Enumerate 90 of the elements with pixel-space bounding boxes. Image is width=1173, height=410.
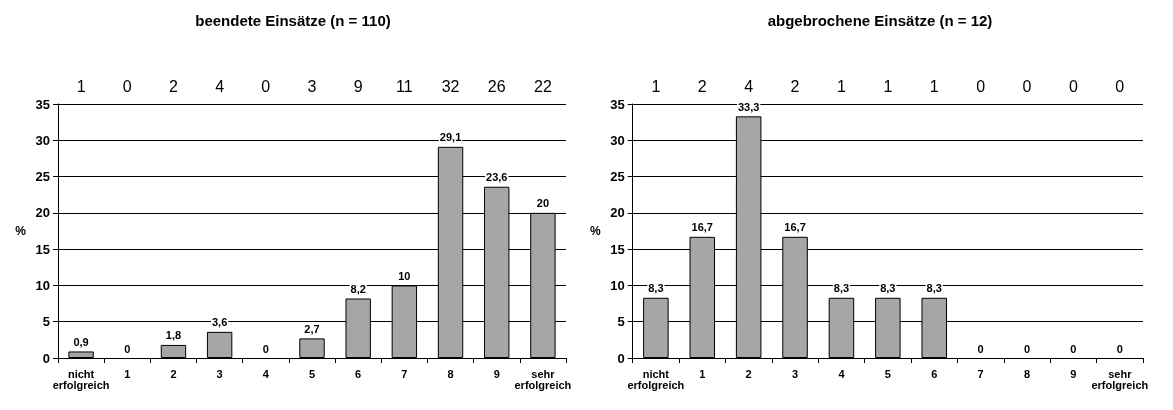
text: 1	[836, 77, 846, 95]
bar	[299, 338, 325, 358]
text: 2	[697, 77, 707, 95]
data-label: 8,2	[350, 282, 366, 295]
data-label: 16,7	[784, 221, 806, 234]
x-tick-label: sehr erfolgreich	[1091, 367, 1149, 391]
data-label: 10	[398, 269, 411, 282]
text: 2	[169, 77, 178, 95]
data-label: 23,6	[486, 171, 508, 184]
y-tick-label: 30	[610, 132, 625, 148]
chart-title: abgebrochene Einsätze (n = 12)	[767, 12, 993, 29]
data-label: 20	[536, 197, 550, 210]
x-tick-label: 7	[977, 367, 984, 380]
text: 9	[353, 77, 363, 95]
text: 11	[396, 77, 413, 95]
x-tick-label: 3	[216, 367, 223, 380]
x-tick-label: 1	[699, 367, 706, 380]
text: 0	[261, 77, 271, 95]
x-tick-label: 3	[791, 367, 799, 380]
chart-title: beendete Einsätze (n = 110)	[195, 12, 391, 29]
y-tick-label: 35	[610, 96, 625, 112]
x-tick-label: 9	[493, 367, 500, 380]
text: 4	[215, 77, 225, 95]
data-label: 1,8	[165, 329, 182, 342]
text: 32	[441, 77, 460, 95]
bar	[160, 344, 187, 358]
bar	[206, 331, 233, 358]
text: 2	[790, 77, 800, 95]
y-tick-label: 15	[610, 241, 625, 257]
x-tick-label: 5	[308, 367, 316, 380]
y-axis-title: %	[15, 224, 27, 238]
x-tick-label: 6	[931, 367, 938, 380]
x-tick-label: 7	[401, 367, 408, 380]
text: 0	[1115, 77, 1125, 95]
data-label: 33,3	[737, 100, 760, 113]
x-tick-label: 2	[745, 367, 752, 380]
x-tick-label: 5	[884, 367, 891, 380]
y-tick-label: 35	[35, 96, 50, 112]
data-label: 8,3	[648, 282, 664, 295]
y-tick-label: 0	[617, 350, 625, 366]
x-tick-label: 8	[447, 367, 454, 380]
y-tick-label: 20	[35, 205, 50, 221]
data-label: 16,7	[691, 221, 713, 234]
data-label: 0,9	[73, 335, 89, 348]
data-label: 0	[262, 342, 269, 355]
text: 4	[744, 77, 754, 95]
data-label: 0	[1070, 342, 1077, 355]
y-tick-label: 5	[617, 314, 625, 330]
x-tick-label: 2	[170, 367, 177, 380]
x-tick-label: sehr erfolgreich	[514, 367, 572, 391]
data-label: 2,7	[304, 322, 320, 335]
y-tick-label: 10	[610, 277, 625, 293]
x-tick-label: 4	[262, 367, 270, 380]
x-tick-label: 9	[1070, 367, 1077, 380]
data-label: 0	[124, 342, 131, 355]
y-axis-title: %	[590, 224, 601, 238]
x-tick-label: 8	[1023, 367, 1031, 380]
x-tick-label: nicht erfolgreich	[627, 367, 685, 391]
data-label: 0	[1116, 342, 1123, 355]
x-tick-label: 1	[124, 367, 131, 380]
y-tick-label: 15	[35, 241, 50, 257]
text: 1	[883, 77, 893, 95]
data-label: 0	[1023, 342, 1031, 355]
x-tick-label: 6	[355, 367, 362, 380]
y-tick-label: 10	[35, 277, 50, 293]
text: 0	[1022, 77, 1032, 95]
y-tick-label: 25	[35, 169, 50, 185]
text: 26	[487, 77, 506, 95]
data-label: 8,3	[926, 282, 942, 295]
x-tick-label: 4	[838, 367, 846, 380]
text: 3	[307, 77, 317, 95]
text: 0	[1068, 77, 1078, 95]
data-label: 0	[977, 342, 984, 355]
text: 1	[651, 77, 661, 95]
y-tick-label: 20	[610, 205, 625, 221]
data-label: 8,3	[833, 282, 850, 295]
text: 1	[76, 77, 86, 95]
bar	[68, 351, 94, 358]
y-tick-label: 25	[610, 169, 625, 185]
text: 0	[122, 77, 132, 95]
data-label: 3,6	[211, 316, 228, 329]
data-label: 29,1	[439, 131, 462, 144]
data-label: 8,3	[880, 282, 896, 295]
text: 0	[976, 77, 986, 95]
x-tick-label: nicht erfolgreich	[52, 367, 110, 391]
y-tick-label: 0	[42, 350, 50, 366]
y-tick-label: 5	[42, 314, 50, 330]
text: 1	[929, 77, 939, 95]
text: 22	[534, 77, 552, 95]
y-tick-label: 30	[35, 132, 50, 148]
